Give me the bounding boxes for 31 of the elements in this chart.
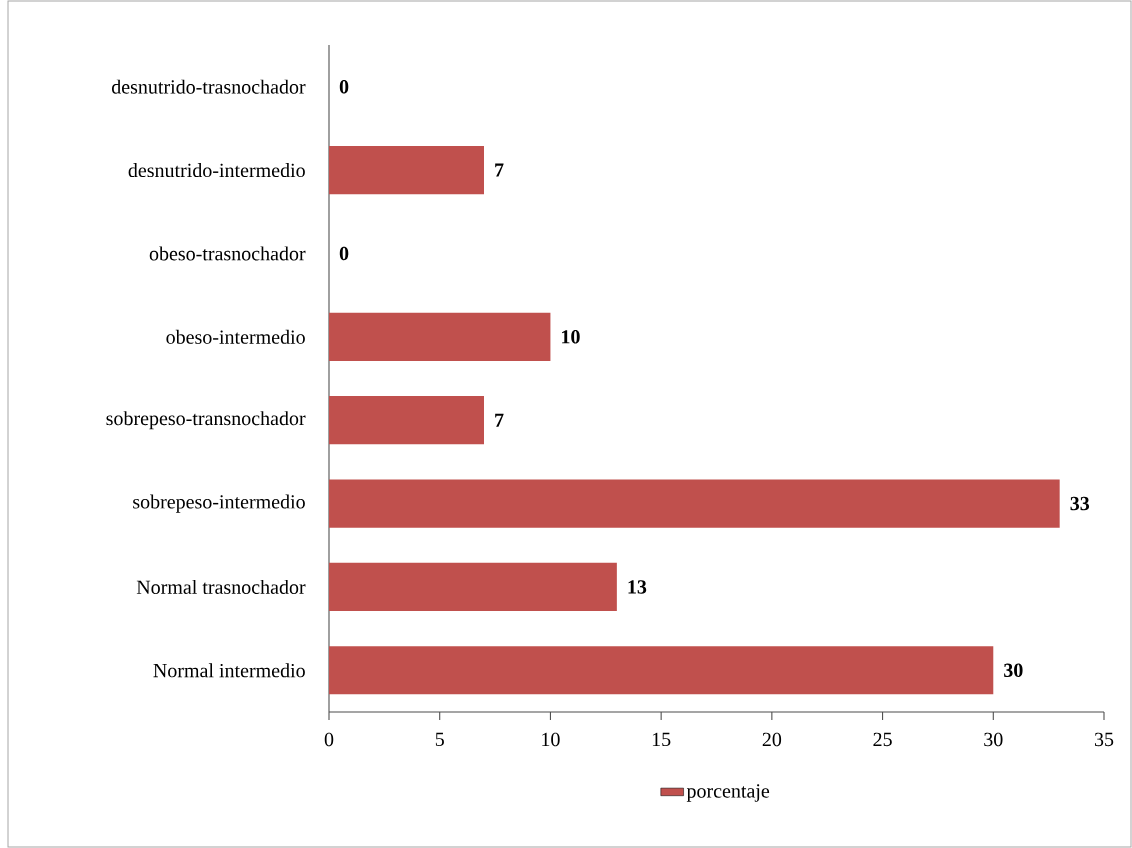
y-tick-label: desnutrido-intermedio (128, 163, 305, 178)
data-label: 7 (495, 413, 504, 427)
y-tick-label: obeso-trasnochador (149, 246, 306, 261)
data-label: 0 (339, 79, 349, 94)
y-tick-label: sobrepeso-transnochador (106, 411, 306, 430)
y-tick-label: Normal trasnochador (136, 579, 306, 594)
data-label: 10 (562, 330, 580, 344)
x-tick-label: 15 (652, 732, 671, 747)
y-tick-label: sobrepeso-intermedio (133, 494, 305, 513)
bar (329, 562, 617, 612)
x-tick-label: 0 (324, 732, 334, 747)
x-tick-label: 30 (984, 732, 1003, 747)
x-tick-label: 5 (435, 732, 444, 746)
bar (329, 145, 484, 195)
data-label: 30 (1004, 663, 1023, 678)
x-tick-label: 10 (542, 732, 560, 747)
x-tick-label: 20 (762, 732, 782, 747)
x-tick-label: 25 (873, 732, 892, 747)
data-label: 7 (495, 163, 504, 177)
x-tick-label: 35 (1094, 732, 1114, 747)
y-tick-label: obeso-intermedio (166, 329, 305, 344)
bar (329, 396, 484, 445)
y-tick-label: desnutrido-trasnochador (111, 79, 306, 94)
bar (329, 646, 994, 695)
bar (329, 312, 551, 361)
y-tick-label: Normal intermedio (153, 663, 305, 678)
data-label: 13 (628, 580, 647, 594)
legend-label: porcentaje (686, 784, 770, 802)
bar (329, 479, 1060, 528)
data-label: 0 (339, 246, 349, 261)
data-label: 33 (1070, 496, 1090, 511)
